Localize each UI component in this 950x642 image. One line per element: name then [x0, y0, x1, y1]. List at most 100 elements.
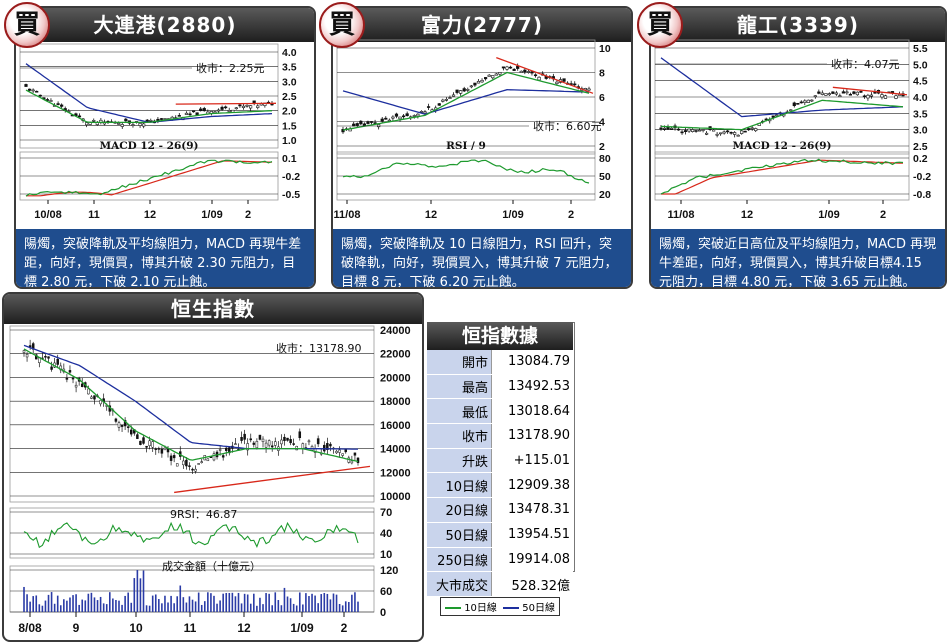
volume-bar — [69, 597, 71, 612]
candle-body — [243, 433, 246, 440]
panel-title: 恒生指數 — [4, 294, 422, 324]
candle-body — [704, 132, 709, 135]
candle-body — [292, 443, 295, 445]
candle-body — [50, 366, 53, 370]
candle-body — [824, 93, 828, 96]
candle-body — [848, 93, 852, 96]
volume-bar — [323, 592, 326, 612]
candle-body — [841, 91, 845, 94]
candle-body — [683, 130, 688, 132]
volume-bar — [348, 602, 350, 612]
candle-body — [234, 443, 237, 445]
volume-bar — [23, 586, 25, 612]
ma10-line — [25, 89, 273, 124]
ind-tick-label: 20 — [599, 189, 611, 201]
rsi-line — [23, 521, 359, 549]
candle-body — [845, 91, 849, 94]
candle-body — [402, 115, 406, 118]
x-tick-label: 2 — [341, 621, 348, 635]
candle-body — [71, 377, 75, 380]
y-tick-label: 5.0 — [913, 59, 928, 71]
candle-body — [726, 130, 730, 133]
candle-body — [423, 111, 427, 114]
candle-body — [764, 118, 768, 121]
candle-body — [369, 121, 374, 123]
candle-body — [245, 104, 249, 107]
x-tick-label: 8/08 — [18, 621, 42, 635]
volume-bar — [210, 593, 212, 612]
y-tick-label: 10 — [599, 43, 611, 55]
volume-bar — [240, 603, 243, 612]
volume-bar — [332, 593, 335, 612]
volume-bar — [317, 603, 319, 612]
volume-bar — [38, 604, 41, 612]
volume-bar — [29, 601, 31, 612]
candle-body — [267, 440, 271, 446]
volume-bar — [283, 587, 286, 612]
volume-bar — [81, 599, 84, 612]
stats-row: 10日線 12909.38 — [427, 472, 573, 499]
candle-body — [803, 100, 807, 103]
candle-body — [573, 83, 577, 86]
candle-body — [142, 123, 146, 127]
candle-body — [80, 383, 84, 387]
y-tick-label: 2.0 — [282, 106, 297, 118]
trend-line — [496, 56, 594, 94]
candle-body — [184, 112, 189, 115]
volume-bar — [84, 600, 87, 612]
volume-bar — [56, 595, 59, 612]
candle-body — [221, 455, 225, 458]
candle-body — [669, 127, 674, 130]
stats-key: 開市 — [427, 350, 492, 375]
candle-body — [188, 113, 192, 116]
x-tick-label: 12 — [425, 209, 437, 221]
candle-body — [740, 130, 744, 134]
rsi-tick-label: 70 — [380, 507, 392, 519]
ind-tick-label: 0.2 — [913, 153, 928, 165]
volume-bar — [93, 597, 96, 612]
stats-title: 恒指數據 — [427, 322, 573, 350]
volume-bar — [314, 595, 316, 612]
candle-body — [501, 66, 506, 69]
candle-body — [697, 129, 702, 132]
y-tick-label: 8 — [599, 68, 605, 80]
stats-key: 大市成交 — [427, 571, 492, 597]
candle-body — [206, 458, 210, 462]
candle-body — [736, 134, 740, 137]
candle-body — [177, 115, 181, 117]
candle-body — [480, 80, 484, 83]
candle-body — [335, 450, 338, 454]
rsi-line — [342, 159, 590, 184]
candle-body — [172, 455, 176, 459]
candle-body — [35, 90, 39, 93]
y-tick-label: 24000 — [380, 325, 411, 337]
volume-bar — [112, 598, 114, 612]
indicator-label: MACD 12 - 26(9) — [99, 140, 198, 152]
candle-body — [56, 103, 60, 105]
x-tick-label: 1/09 — [502, 209, 523, 221]
analysis-text: 陽燭，突破降軌及 10 日線阻力，RSI 回升，突破降軌，向好，現價買入，博其升… — [333, 229, 631, 287]
volume-bar — [194, 601, 197, 612]
ma10-line — [660, 99, 904, 131]
volume-bar — [246, 594, 249, 612]
stats-value: 13084.79 — [491, 350, 573, 375]
candle-body — [220, 106, 224, 110]
candle-body — [523, 69, 527, 73]
candle-body — [120, 124, 124, 127]
volume-bar — [121, 604, 123, 612]
candle-body — [341, 453, 344, 456]
candle-body — [455, 89, 459, 93]
candle-body — [224, 447, 228, 451]
volume-bar — [102, 603, 105, 612]
candle-body — [261, 438, 265, 443]
candle-body — [834, 92, 838, 95]
candle-body — [555, 81, 559, 84]
ma10-line — [342, 71, 590, 131]
legend-ma50-icon — [503, 607, 520, 609]
candle-body — [166, 448, 170, 453]
candle-body — [240, 437, 243, 441]
candle-body — [391, 116, 395, 119]
candle-body — [90, 396, 93, 399]
volume-bar — [127, 592, 129, 612]
candle-body — [505, 66, 509, 70]
